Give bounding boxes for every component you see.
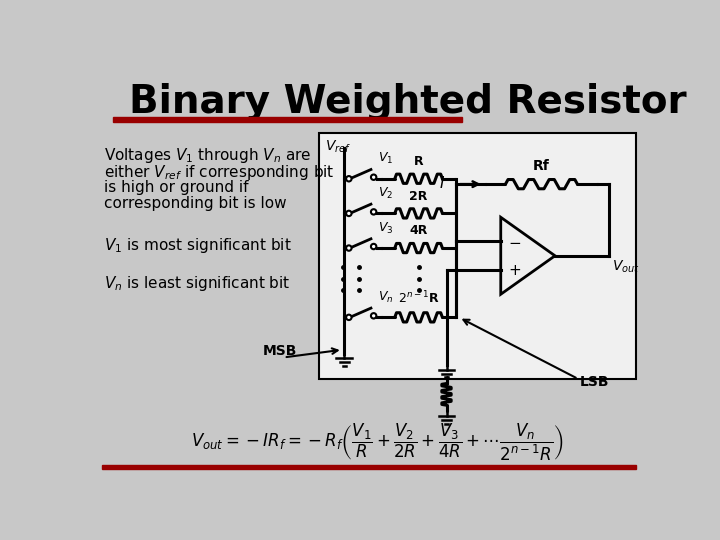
Text: is high or ground if: is high or ground if (104, 179, 248, 194)
Text: corresponding bit is low: corresponding bit is low (104, 197, 287, 212)
Bar (319, 132, 636, 379)
Bar (102, 465, 636, 469)
Text: $V_2$: $V_2$ (378, 186, 393, 201)
Text: Rf: Rf (533, 159, 550, 173)
Text: $V_1$: $V_1$ (378, 151, 394, 166)
Circle shape (371, 174, 377, 180)
Circle shape (371, 313, 377, 319)
Circle shape (346, 176, 351, 181)
Text: $V_3$: $V_3$ (378, 221, 394, 236)
Text: R: R (414, 155, 423, 168)
Circle shape (371, 209, 377, 214)
Circle shape (371, 244, 377, 249)
Bar (113, 117, 462, 122)
Text: $V_{out}$: $V_{out}$ (612, 259, 640, 275)
Text: 2R: 2R (410, 190, 428, 202)
Text: $V_{out} = -IR_f = -R_f\left(\dfrac{V_1}{R}+\dfrac{V_2}{2R}+\dfrac{V_3}{4R}+\cdo: $V_{out} = -IR_f = -R_f\left(\dfrac{V_1}… (191, 421, 563, 463)
Text: either $V_{ref}$ if corresponding bit: either $V_{ref}$ if corresponding bit (104, 163, 335, 181)
Circle shape (346, 315, 351, 320)
Text: $V_{ref}$: $V_{ref}$ (325, 139, 351, 155)
Text: 4R: 4R (410, 224, 428, 237)
Text: MSB: MSB (263, 344, 297, 358)
Text: Binary Weighted Resistor: Binary Weighted Resistor (129, 83, 686, 121)
Text: LSB: LSB (580, 375, 609, 389)
Text: $V_n$: $V_n$ (378, 290, 394, 305)
Text: $2^{n-1}$R: $2^{n-1}$R (398, 290, 439, 307)
Text: $+$: $+$ (508, 263, 521, 278)
Text: Voltages $V_1$ through $V_n$ are: Voltages $V_1$ through $V_n$ are (104, 146, 312, 165)
Text: $I$: $I$ (439, 174, 445, 191)
Text: $V_1$ is most significant bit: $V_1$ is most significant bit (104, 236, 292, 255)
Text: $-$: $-$ (508, 234, 521, 248)
Text: $V_n$ is least significant bit: $V_n$ is least significant bit (104, 274, 290, 293)
Circle shape (346, 211, 351, 216)
Circle shape (346, 245, 351, 251)
